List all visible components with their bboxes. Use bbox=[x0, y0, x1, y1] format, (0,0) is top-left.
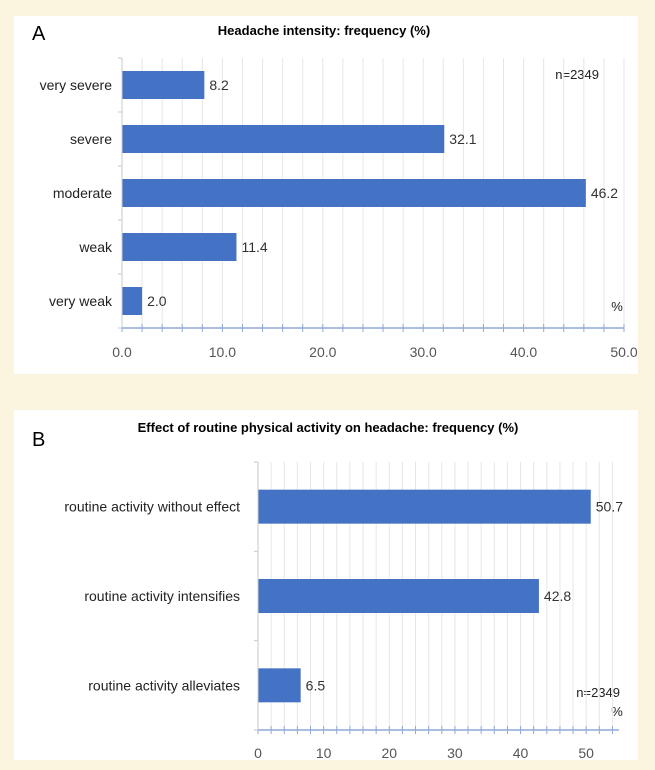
x-tick-label: 50.0 bbox=[610, 344, 637, 360]
x-tick-label: 20 bbox=[381, 745, 397, 761]
panel-b-letter: B bbox=[32, 429, 45, 451]
data-label: 2.0 bbox=[147, 293, 167, 309]
bar bbox=[122, 233, 237, 261]
data-label: 6.5 bbox=[306, 677, 326, 693]
bar bbox=[258, 489, 591, 524]
bar bbox=[122, 287, 143, 315]
panel-b-title: Effect of routine physical activity on h… bbox=[138, 420, 519, 435]
panel-b-bars: routine activity without effect 50.7 routi… bbox=[64, 489, 623, 703]
data-label: 8.2 bbox=[209, 77, 229, 93]
category-label: moderate bbox=[53, 185, 112, 201]
category-label: severe bbox=[70, 131, 112, 147]
x-tick-label: 0.0 bbox=[112, 344, 132, 360]
x-tick-label: 10.0 bbox=[209, 344, 236, 360]
panel-a-letter: A bbox=[32, 23, 46, 45]
panel-a-title: Headache intensity: frequency (%) bbox=[218, 23, 430, 38]
bar bbox=[122, 125, 445, 153]
data-label: 50.7 bbox=[596, 499, 623, 515]
category-label: very weak bbox=[49, 293, 113, 309]
x-tick-label: 0 bbox=[254, 745, 262, 761]
bar bbox=[258, 668, 301, 703]
category-label: very severe bbox=[40, 77, 113, 93]
category-label: routine activity intensifies bbox=[84, 588, 240, 604]
x-tick-label: 30.0 bbox=[410, 344, 437, 360]
panel-a-unit: % bbox=[611, 299, 623, 314]
panel-b: B Effect of routine physical activity on… bbox=[14, 410, 638, 761]
data-label: 32.1 bbox=[449, 131, 476, 147]
category-label: weak bbox=[78, 239, 113, 255]
category-label: routine activity alleviates bbox=[88, 677, 240, 693]
panel-a-axis: 0.0 10.0 20.0 30.0 40.0 50.0 bbox=[112, 57, 638, 360]
bar bbox=[122, 179, 586, 207]
bar bbox=[122, 71, 205, 99]
bar bbox=[258, 579, 539, 613]
panel-b-axis: 0 10 20 30 40 50 bbox=[254, 461, 619, 761]
panel-a-sample-size: n=2349 bbox=[555, 67, 599, 82]
x-tick-label: 30 bbox=[447, 745, 463, 761]
panel-b-unit: % bbox=[611, 704, 623, 719]
x-tick-label: 20.0 bbox=[309, 344, 336, 360]
x-tick-label: 10 bbox=[316, 745, 332, 761]
panel-a: A Headache intensity: frequency (%) n=23… bbox=[14, 16, 638, 374]
panel-a-bars: very severe 8.2 severe 32.1 moderate 46.2 weak… bbox=[40, 71, 618, 315]
x-tick-label: 40 bbox=[513, 745, 529, 761]
x-tick-label: 50 bbox=[578, 745, 594, 761]
panel-b-sample-size: n=2349 bbox=[576, 685, 620, 700]
data-label: 42.8 bbox=[544, 588, 571, 604]
x-tick-label: 40.0 bbox=[510, 344, 537, 360]
data-label: 46.2 bbox=[591, 185, 618, 201]
data-label: 11.4 bbox=[241, 239, 267, 255]
category-label: routine activity without effect bbox=[64, 499, 240, 515]
